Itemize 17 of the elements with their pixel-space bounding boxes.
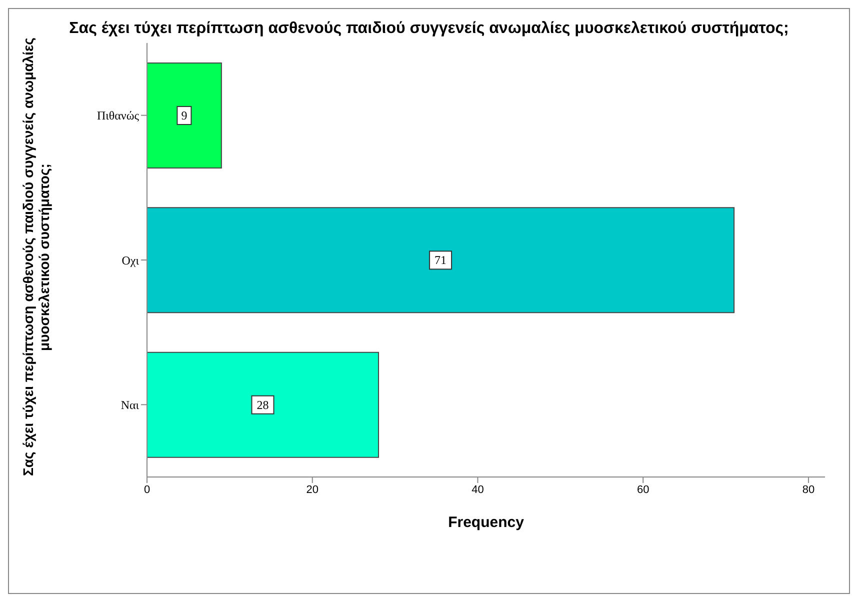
- x-tick-label: 20: [306, 484, 318, 496]
- bar: [147, 62, 222, 168]
- data-label: 28: [256, 398, 269, 412]
- y-tick-label: Ναι: [120, 398, 140, 412]
- x-tick-label: 40: [472, 484, 484, 496]
- y-axis-title: Σας έχει τύχει περίπτωση ασθενούς παιδιού συγγενείς ανωμαλίες μυοσκελετικού συστήματος;: [20, 37, 53, 477]
- y-tick-label: Οχι: [122, 253, 140, 268]
- data-label: 9: [181, 108, 188, 122]
- chart-title: Σας έχει τύχει περίπτωση ασθενούς παιδιού συγγενείς ανωμαλίες μυοσκελετικού συστήματος;: [68, 20, 790, 37]
- data-label: 71: [434, 253, 447, 268]
- x-axis-title: Frequency: [448, 514, 525, 531]
- x-tick-label: 80: [802, 484, 815, 496]
- bar: [147, 352, 380, 458]
- x-tick-label: 0: [144, 484, 150, 496]
- bar: [147, 207, 735, 314]
- x-tick-label: 60: [636, 484, 650, 496]
- y-tick-label: Πιθανώς: [96, 108, 140, 123]
